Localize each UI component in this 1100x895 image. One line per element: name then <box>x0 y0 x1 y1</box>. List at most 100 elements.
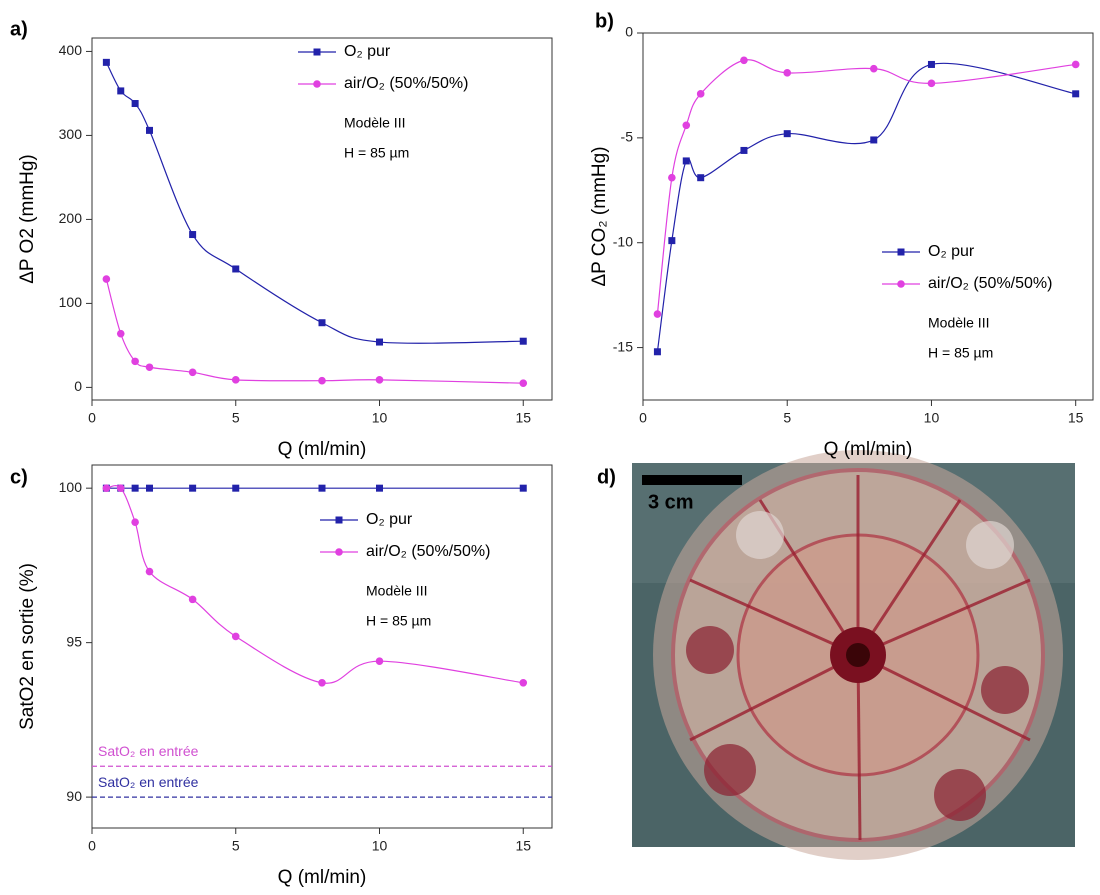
marker <box>189 484 197 492</box>
annotation: H = 85 µm <box>366 613 431 629</box>
x-tick-label: 10 <box>924 410 940 426</box>
marker <box>696 90 705 98</box>
x-tick-label: 15 <box>515 410 531 426</box>
y-tick-label: -10 <box>613 233 633 249</box>
panel-label: a) <box>10 18 28 40</box>
marker <box>335 516 343 524</box>
y-tick-label: 300 <box>59 126 83 142</box>
marker <box>131 357 139 366</box>
x-tick-label: 5 <box>232 410 240 426</box>
y-tick-label: 95 <box>66 633 82 649</box>
marker <box>375 657 384 665</box>
port <box>966 521 1014 569</box>
marker <box>232 484 240 492</box>
marker <box>131 100 139 108</box>
marker <box>232 265 240 273</box>
marker <box>146 126 153 134</box>
x-axis-title: Q (ml/min) <box>278 867 367 888</box>
y-tick-label: -5 <box>621 129 634 145</box>
y-tick-label: 400 <box>59 42 83 58</box>
x-tick-label: 0 <box>88 838 96 854</box>
marker <box>313 48 321 56</box>
marker <box>897 280 905 288</box>
marker <box>519 679 528 687</box>
marker <box>188 368 197 377</box>
legend-label: air/O₂ (50%/50%) <box>366 543 490 560</box>
marker <box>131 484 139 492</box>
y-axis-title: ΔP O2 (mmHg) <box>17 154 38 284</box>
marker <box>668 173 676 182</box>
marker <box>318 376 326 385</box>
reference-label: SatO₂ en entrée <box>98 743 199 759</box>
series-line <box>656 62 1076 352</box>
x-tick-label: 15 <box>515 838 531 854</box>
port <box>981 666 1029 714</box>
port <box>934 769 986 821</box>
panel-label: d) <box>597 466 616 488</box>
y-tick-label: 200 <box>59 210 83 226</box>
marker <box>146 484 153 492</box>
marker <box>189 231 197 239</box>
marker <box>653 310 662 318</box>
marker <box>313 80 321 88</box>
series-line <box>106 485 524 684</box>
marker <box>870 136 878 144</box>
marker <box>145 567 154 576</box>
marker <box>376 338 383 346</box>
marker <box>668 237 676 245</box>
port <box>704 744 756 796</box>
y-tick-label: 100 <box>59 479 83 495</box>
x-tick-label: 15 <box>1068 410 1084 426</box>
marker <box>145 363 154 372</box>
marker <box>318 484 326 492</box>
marker <box>653 348 661 356</box>
marker <box>376 484 383 492</box>
photo: 3 cm d) <box>597 450 1075 860</box>
marker <box>682 121 691 130</box>
marker <box>102 275 111 283</box>
legend-label: air/O₂ (50%/50%) <box>928 275 1052 292</box>
y-tick-label: -15 <box>613 338 633 354</box>
marker <box>102 58 110 66</box>
marker <box>740 56 748 65</box>
scale-bar <box>642 475 742 485</box>
marker <box>116 484 125 492</box>
marker <box>318 319 326 327</box>
series-line <box>105 278 524 384</box>
annotation: Modèle III <box>366 583 427 599</box>
legend-label: O₂ pur <box>344 43 391 60</box>
marker <box>1071 60 1080 69</box>
marker <box>519 379 528 388</box>
marker <box>318 679 326 687</box>
marker <box>1072 90 1080 98</box>
x-axis-title: Q (ml/min) <box>824 439 913 460</box>
x-tick-label: 10 <box>372 838 388 854</box>
marker <box>740 146 748 154</box>
marker <box>117 87 125 95</box>
marker <box>783 130 791 138</box>
marker <box>783 69 792 77</box>
marker <box>188 595 197 604</box>
legend-label: air/O₂ (50%/50%) <box>344 75 468 92</box>
series-line <box>105 62 524 344</box>
marker <box>131 518 139 526</box>
marker <box>869 64 878 73</box>
y-axis-title: SatO2 en sortie (%) <box>17 563 38 730</box>
marker <box>335 548 343 556</box>
marker <box>102 484 111 492</box>
panel-label: c) <box>10 466 28 488</box>
scale-bar-label: 3 cm <box>648 491 694 513</box>
marker <box>897 248 905 256</box>
annotation: H = 85 µm <box>344 145 409 161</box>
marker <box>116 329 125 338</box>
y-tick-label: 0 <box>74 378 82 394</box>
marker <box>231 632 240 641</box>
annotation: H = 85 µm <box>928 345 993 361</box>
legend-label: O₂ pur <box>366 511 413 528</box>
plot-frame <box>91 464 553 829</box>
marker <box>519 337 527 345</box>
port <box>736 511 784 559</box>
x-axis-title: Q (ml/min) <box>278 439 367 460</box>
marker <box>375 376 384 384</box>
